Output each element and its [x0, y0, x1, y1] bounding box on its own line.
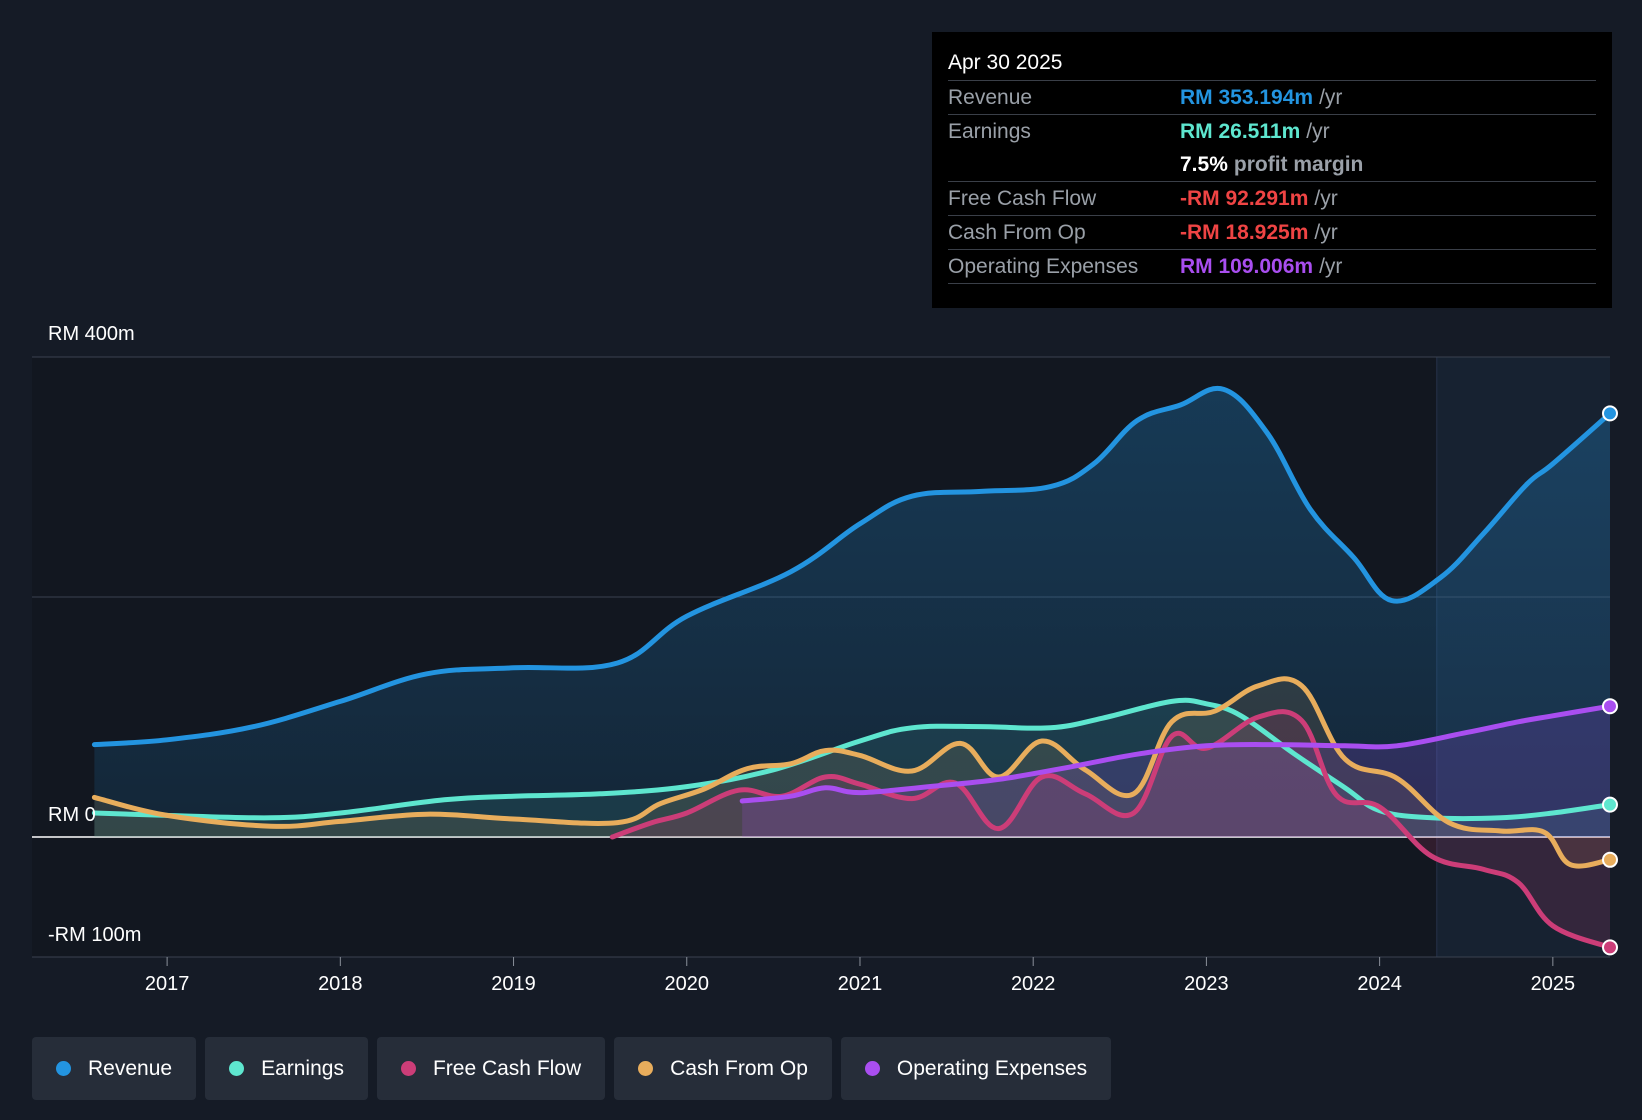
x-tick-label: 2018	[318, 973, 363, 995]
fcf-area	[612, 711, 1610, 948]
free-cash-flow-dot-icon	[400, 1061, 416, 1076]
profit-margin-value: 7.5%	[1180, 153, 1228, 176]
tooltip-label: Free Cash Flow	[948, 187, 1097, 210]
legend-label: Free Cash Flow	[432, 1056, 582, 1080]
tooltip-unit: /yr	[1306, 120, 1330, 143]
legend-item-cash-from-op[interactable]: Cash From Op	[614, 1037, 832, 1100]
y-axis-label: RM 0	[48, 804, 96, 826]
tooltip-unit: /yr	[1319, 86, 1343, 109]
revenue-area	[94, 388, 1610, 837]
cfo-end-point	[1602, 851, 1618, 868]
tooltip-value: RM 26.511m	[1180, 120, 1301, 143]
earnings-dot-icon	[229, 1061, 245, 1076]
profit-margin-label: profit margin	[1233, 153, 1364, 176]
tooltip-label: Revenue	[948, 86, 1033, 109]
x-tick-label: 2019	[491, 973, 536, 995]
x-tick-label: 2017	[145, 973, 190, 995]
revenue-end-point	[1602, 405, 1618, 422]
tooltip-unit: /yr	[1314, 221, 1338, 244]
tooltip-label: Operating Expenses	[948, 255, 1139, 278]
x-tick-label: 2024	[1357, 973, 1402, 995]
cfo-line	[91, 676, 1613, 869]
tooltip-value: RM 353.194m	[1180, 86, 1314, 109]
revenue-line	[91, 385, 1613, 748]
x-tick-label: 2020	[665, 973, 710, 995]
cash-from-op-dot-icon	[638, 1061, 654, 1076]
fcf-end-point	[1602, 939, 1618, 956]
x-tick-label: 2022	[1011, 973, 1056, 995]
x-tick-label: 2023	[1184, 973, 1229, 995]
opex-area	[742, 706, 1610, 837]
tooltip-label: Earnings	[948, 120, 1031, 143]
cfo-area	[94, 678, 1610, 867]
tooltip-row-operating-expenses: Operating Expenses RM 109.006m /yr	[948, 250, 1596, 284]
x-tick-label: 2025	[1531, 973, 1576, 995]
legend: Revenue Earnings Free Cash Flow Cash Fro…	[32, 1037, 1112, 1100]
opex-line	[739, 703, 1613, 804]
tooltip-value: -RM 18.925m	[1180, 221, 1309, 244]
tooltip-value: -RM 92.291m	[1180, 187, 1309, 210]
tooltip-row-cash-from-op: Cash From Op -RM 18.925m /yr	[948, 216, 1596, 250]
legend-label: Cash From Op	[670, 1056, 808, 1080]
tooltip-panel: Apr 30 2025 Revenue RM 353.194m /yr Earn…	[932, 32, 1612, 308]
chart-area: RM 400m RM 0 -RM 100m 2017 2018 2019 2020 2021 2…	[32, 323, 1618, 995]
tooltip-row-profit-margin: 7.5% profit margin	[948, 148, 1596, 182]
y-axis-label: RM 400m	[48, 323, 135, 345]
earnings-line	[91, 697, 1613, 822]
tooltip-unit: /yr	[1314, 187, 1338, 210]
tooltip-row-revenue: Revenue RM 353.194m /yr	[948, 81, 1596, 115]
opex-end-point	[1602, 698, 1618, 715]
tooltip-label: Cash From Op	[948, 221, 1086, 244]
tooltip-date: Apr 30 2025	[948, 46, 1596, 81]
legend-item-earnings[interactable]: Earnings	[205, 1037, 368, 1100]
legend-item-free-cash-flow[interactable]: Free Cash Flow	[376, 1037, 606, 1100]
tooltip-value: RM 109.006m	[1180, 255, 1314, 278]
legend-label: Operating Expenses	[896, 1056, 1088, 1080]
tooltip-row-free-cash-flow: Free Cash Flow -RM 92.291m /yr	[948, 182, 1596, 216]
x-tick-label: 2021	[838, 973, 883, 995]
legend-label: Earnings	[261, 1056, 344, 1080]
tooltip-row-earnings: Earnings RM 26.511m /yr	[948, 115, 1596, 148]
tooltip-unit: /yr	[1319, 255, 1343, 278]
earnings-end-point	[1602, 796, 1618, 813]
revenue-dot-icon	[56, 1061, 71, 1076]
operating-expenses-dot-icon	[864, 1061, 880, 1076]
legend-item-operating-expenses[interactable]: Operating Expenses	[840, 1037, 1112, 1100]
y-axis-label: -RM 100m	[48, 924, 141, 946]
legend-label: Revenue	[88, 1056, 173, 1080]
legend-item-revenue[interactable]: Revenue	[32, 1037, 197, 1100]
